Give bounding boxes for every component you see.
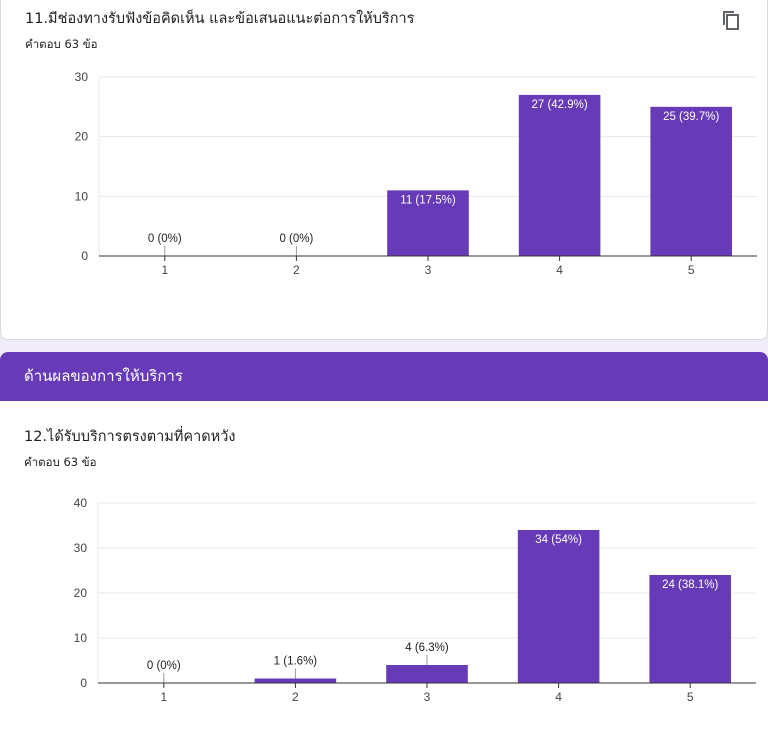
x-tick-label: 3 [425,263,432,277]
data-label: 0 (0%) [147,660,181,672]
y-tick-label: 0 [81,249,88,263]
bar[interactable] [387,190,469,256]
question-title: 11.มีช่องทางรับฟังข้อคิดเห็น และข้อเสนอแ… [25,11,415,27]
bar[interactable] [518,94,601,257]
y-tick-label: 30 [74,541,88,555]
bar-chart-question-12: 0 10 20 30 40 0 (0%) 1 1 (1.6%) 2 4 (6.3%) 3 34 (54… [74,496,756,704]
bar[interactable] [517,530,600,683]
bar[interactable] [650,106,732,256]
copy-icon [723,11,739,30]
data-label: 0 (0%) [279,233,313,245]
x-tick-label: 4 [555,690,562,704]
x-tick-label: 5 [687,690,694,704]
data-label: 0 (0%) [148,233,182,245]
x-tick-label: 3 [424,690,431,704]
question-title: 12.ได้รับบริการตรงตามที่คาดหวัง [24,429,236,445]
response-count: คำตอบ 63 ข้อ [24,455,97,469]
x-tick-label: 1 [160,690,167,704]
data-label: 27 (42.9%) [531,99,587,111]
y-tick-label: 0 [80,676,87,690]
copy-chart-button[interactable] [719,8,743,32]
x-tick-label: 1 [161,263,168,277]
bar[interactable] [386,665,468,683]
data-label: 24 (38.1%) [662,579,718,591]
data-label: 11 (17.5%) [400,194,456,206]
y-tick-label: 40 [74,496,88,510]
data-label: 25 (39.7%) [663,111,719,123]
bar[interactable] [649,575,731,683]
response-count: คำตอบ 63 ข้อ [25,37,98,51]
section-header: ด้านผลของการให้บริการ [0,352,768,401]
y-tick-label: 30 [75,70,89,84]
question-card-11: 11.มีช่องทางรับฟังข้อคิดเห็น และข้อเสนอแ… [0,0,768,340]
y-tick-label: 20 [75,130,89,144]
data-label: 4 (6.3%) [405,642,449,654]
y-tick-label: 10 [75,189,89,203]
x-tick-label: 4 [556,263,563,277]
y-tick-label: 20 [74,586,88,600]
x-tick-label: 5 [688,263,695,277]
data-label: 1 (1.6%) [274,656,318,668]
x-tick-label: 2 [293,263,300,277]
bar[interactable] [254,678,337,684]
y-tick-label: 10 [74,631,88,645]
x-tick-label: 2 [292,690,299,704]
section-card: ด้านผลของการให้บริการ 12.ได้รับบริการตรง… [0,352,768,754]
data-label: 34 (54%) [535,534,582,546]
bar-chart-question-11: 0 10 20 30 0 (0%) 1 0 (0%) 2 11 (17.5%) 3 27 (42.9… [75,70,757,277]
